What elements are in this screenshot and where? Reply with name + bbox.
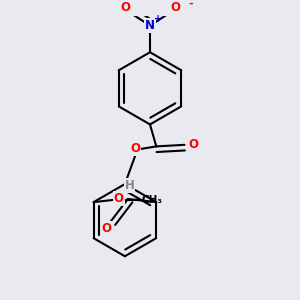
Text: +: +: [154, 14, 162, 24]
Text: H: H: [124, 179, 134, 192]
Text: -: -: [188, 0, 193, 9]
Text: O: O: [130, 142, 140, 155]
Text: O: O: [102, 222, 112, 235]
Text: O: O: [120, 2, 130, 14]
Text: N: N: [145, 19, 155, 32]
Text: CH₃: CH₃: [141, 195, 162, 205]
Text: O: O: [170, 2, 180, 14]
Text: O: O: [114, 192, 124, 205]
Text: O: O: [188, 138, 198, 151]
